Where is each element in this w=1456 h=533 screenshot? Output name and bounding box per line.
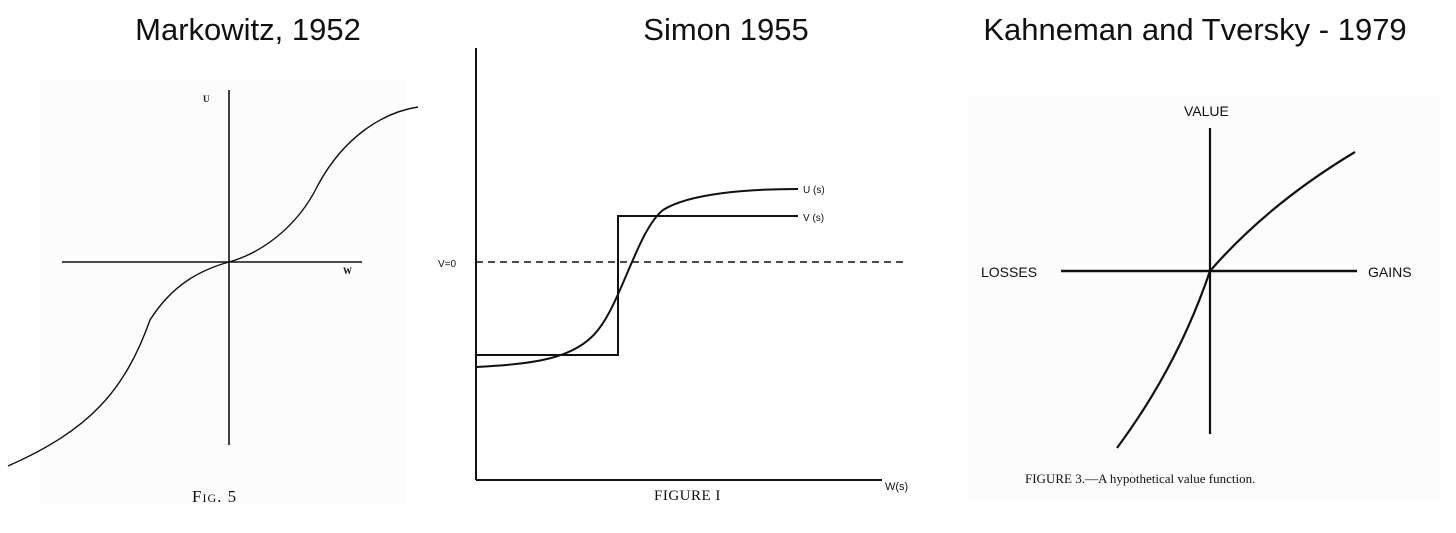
markowitz-title: Markowitz, 1952 <box>135 12 361 47</box>
simon-figure <box>475 48 905 481</box>
simon-u-curve <box>475 188 799 368</box>
simon-caption: FIGURE I <box>654 488 721 504</box>
simon-v-label: V (s) <box>803 213 824 224</box>
kt-figure <box>1061 128 1357 449</box>
simon-dashed-label: V=0 <box>438 259 457 270</box>
simon-title: Simon 1955 <box>643 12 809 47</box>
simon-x-label: W(s) <box>885 481 908 493</box>
markowitz-caption: Fig. 5 <box>192 487 237 506</box>
kt-panel <box>968 95 1440 500</box>
simon-v-step <box>476 215 798 356</box>
markowitz-y-label: U <box>203 94 210 104</box>
kt-left-label: LOSSES <box>981 264 1037 280</box>
markowitz-figure <box>7 90 419 467</box>
kt-y-label: VALUE <box>1184 103 1229 119</box>
simon-u-label: U (s) <box>803 185 825 196</box>
markowitz-x-label: W <box>343 266 352 276</box>
kt-caption: FIGURE 3.—A hypothetical value function. <box>1025 471 1255 486</box>
markowitz-utility-curve <box>7 106 419 467</box>
kt-value-curve <box>1116 151 1356 449</box>
kt-right-label: GAINS <box>1368 264 1412 280</box>
kt-title: Kahneman and Tversky - 1979 <box>983 12 1407 47</box>
markowitz-panel <box>40 80 406 505</box>
